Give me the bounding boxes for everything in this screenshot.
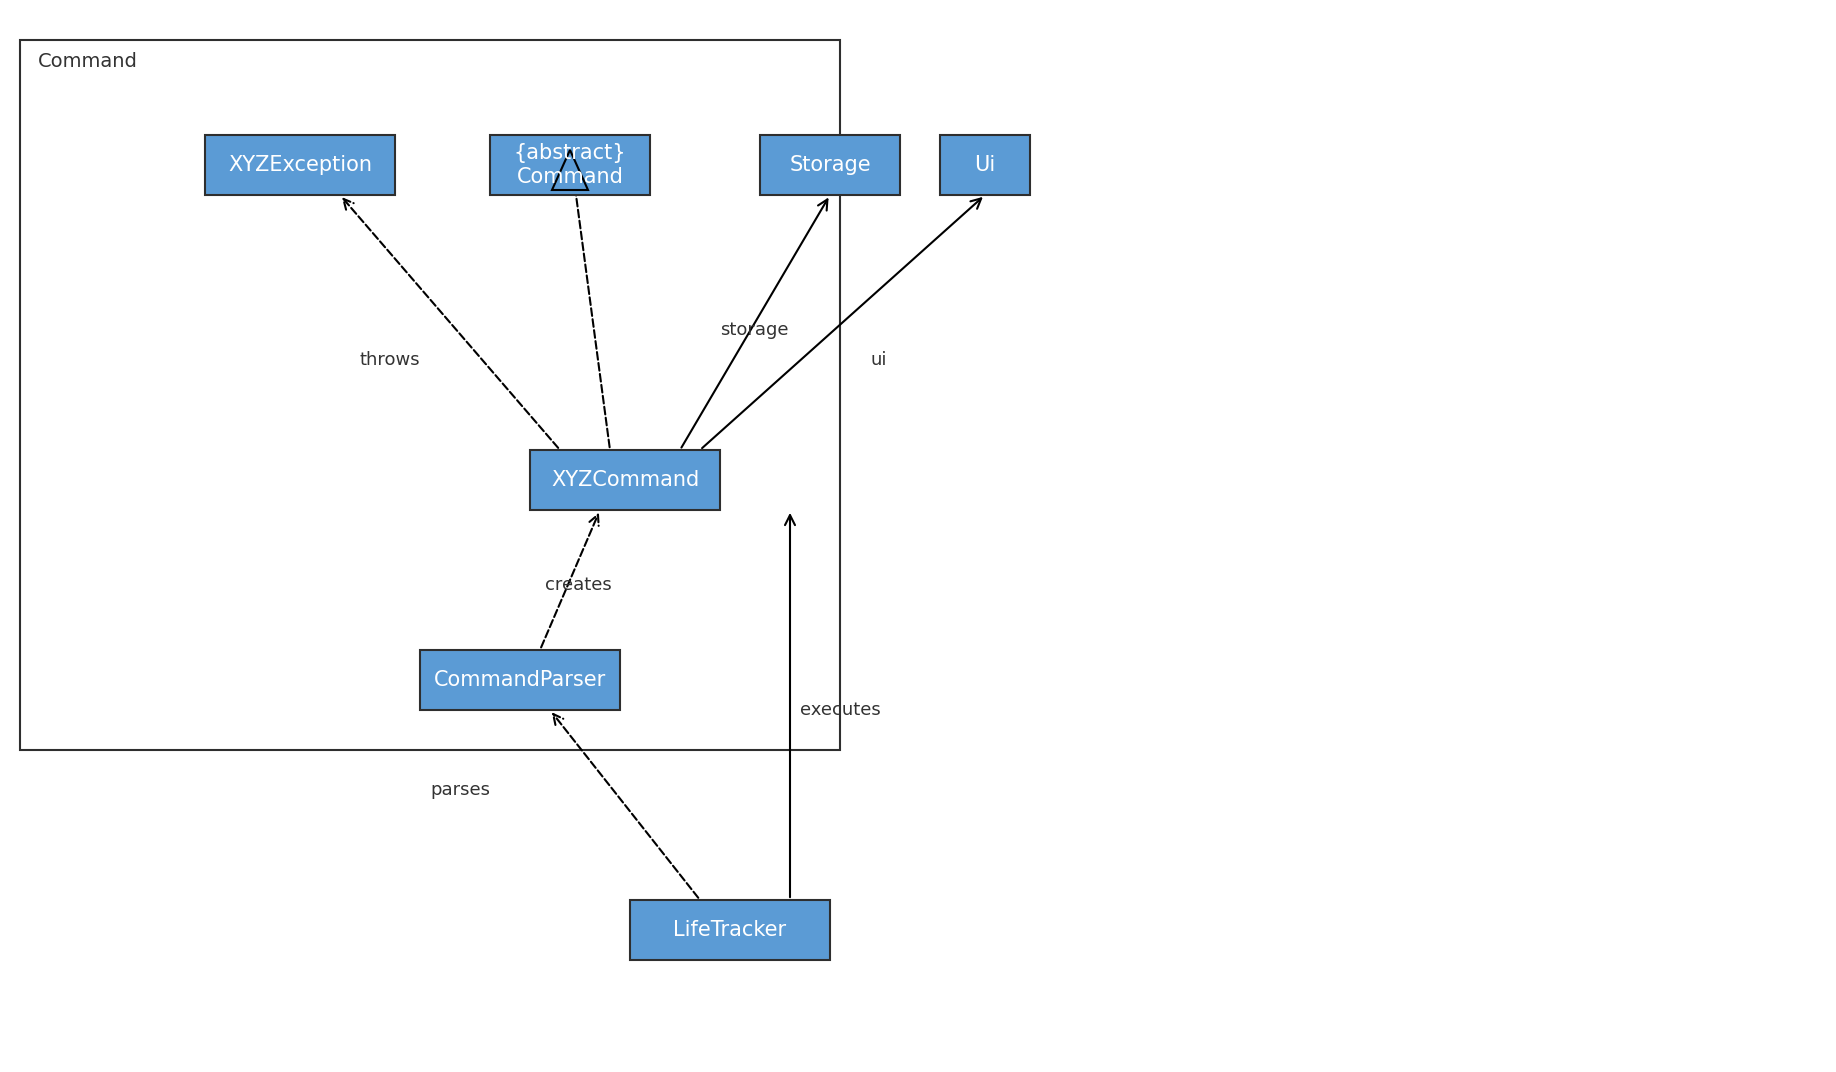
Text: XYZCommand: XYZCommand	[551, 470, 700, 490]
Bar	[760, 135, 900, 195]
Bar	[206, 135, 395, 195]
Text: XYZException: XYZException	[228, 155, 373, 175]
Text: CommandParser: CommandParser	[433, 670, 606, 690]
Text: throws: throws	[360, 351, 420, 369]
Text: creates: creates	[545, 576, 611, 594]
Bar	[940, 135, 1030, 195]
Bar	[20, 40, 841, 750]
Bar	[490, 135, 650, 195]
Text: ui: ui	[870, 351, 887, 369]
Bar	[531, 450, 720, 510]
Text: storage: storage	[720, 321, 788, 339]
Text: executes: executes	[800, 701, 881, 719]
Text: Command: Command	[39, 53, 138, 71]
Text: Ui: Ui	[975, 155, 995, 175]
Text: {abstract}
Command: {abstract} Command	[514, 144, 626, 187]
Bar	[630, 900, 830, 961]
Bar	[420, 650, 621, 710]
Text: LifeTracker: LifeTracker	[674, 920, 786, 940]
Text: parses: parses	[430, 781, 490, 799]
Text: Storage: Storage	[789, 155, 870, 175]
